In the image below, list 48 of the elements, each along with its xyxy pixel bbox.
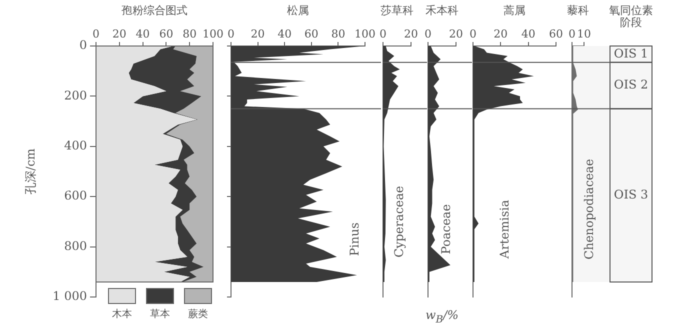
x-tick-label: 60 [549,27,563,40]
x-tick-label: 80 [331,27,346,40]
x-tick-label: 20 [250,27,265,40]
chart-title: 莎草科 [380,4,414,17]
y-axis-title: 孔深/cm [23,148,38,195]
x-tick-label: 20 [449,27,463,40]
y-tick-label: 600 [64,188,87,203]
band-label: OIS 2 [614,78,648,92]
band-label: OIS 1 [614,46,648,60]
text: Poaceae [439,204,454,254]
x-tick-label: 0 [380,27,386,40]
y-tick-label: 400 [64,138,87,153]
x-tick-label: 0 [424,27,432,40]
text: Cyperaceae [392,186,406,258]
y-tick-label: 200 [64,88,87,102]
x-tick-label: 100 [354,27,376,40]
band-label: OIS 3 [614,187,648,202]
x-axis-title: w$_{B}$/% [426,308,459,326]
x-tick-label: 20 [404,27,418,40]
x-tick-label: 60 [304,27,318,40]
chart-title: 蒿属 [504,4,526,17]
chart-title: 禾本科 [426,4,458,17]
x-tick-label: 10 [577,27,591,40]
chart-title: 藜科 [567,4,589,17]
x-tick-label: 80 [182,27,197,40]
x-tick-label: 100 [202,27,224,40]
text: Chenopodiaceae [582,158,596,260]
chart-title: 松属 [287,4,309,17]
x-tick-label: 40 [278,27,292,40]
x-tick-label: 20 [112,27,126,40]
x-tick-label: 20 [494,27,508,40]
x-tick-label: 40 [521,27,536,40]
y-tick-label: 800 [64,238,87,253]
x-tick-label: 0 [228,27,234,40]
x-tick-label: 0 [470,27,476,40]
text: Artemisia [497,200,512,260]
chart-title: 孢粉综合图式 [122,4,188,17]
text: 氧同位素阶段 [609,4,653,29]
legend-label: 蕨类 [188,308,208,321]
x-tick-label: 60 [159,27,174,40]
y-tick-label: 1 000 [52,289,87,304]
x-tick-label: 40 [136,27,150,40]
text: Pinus [348,222,362,256]
legend-label: 草本 [150,308,170,321]
text: 木本 [112,309,132,320]
y-tick-label: 0 [79,38,87,52]
x-tick-label: 0 [92,27,100,40]
x-tick-label: 0 [568,27,576,40]
